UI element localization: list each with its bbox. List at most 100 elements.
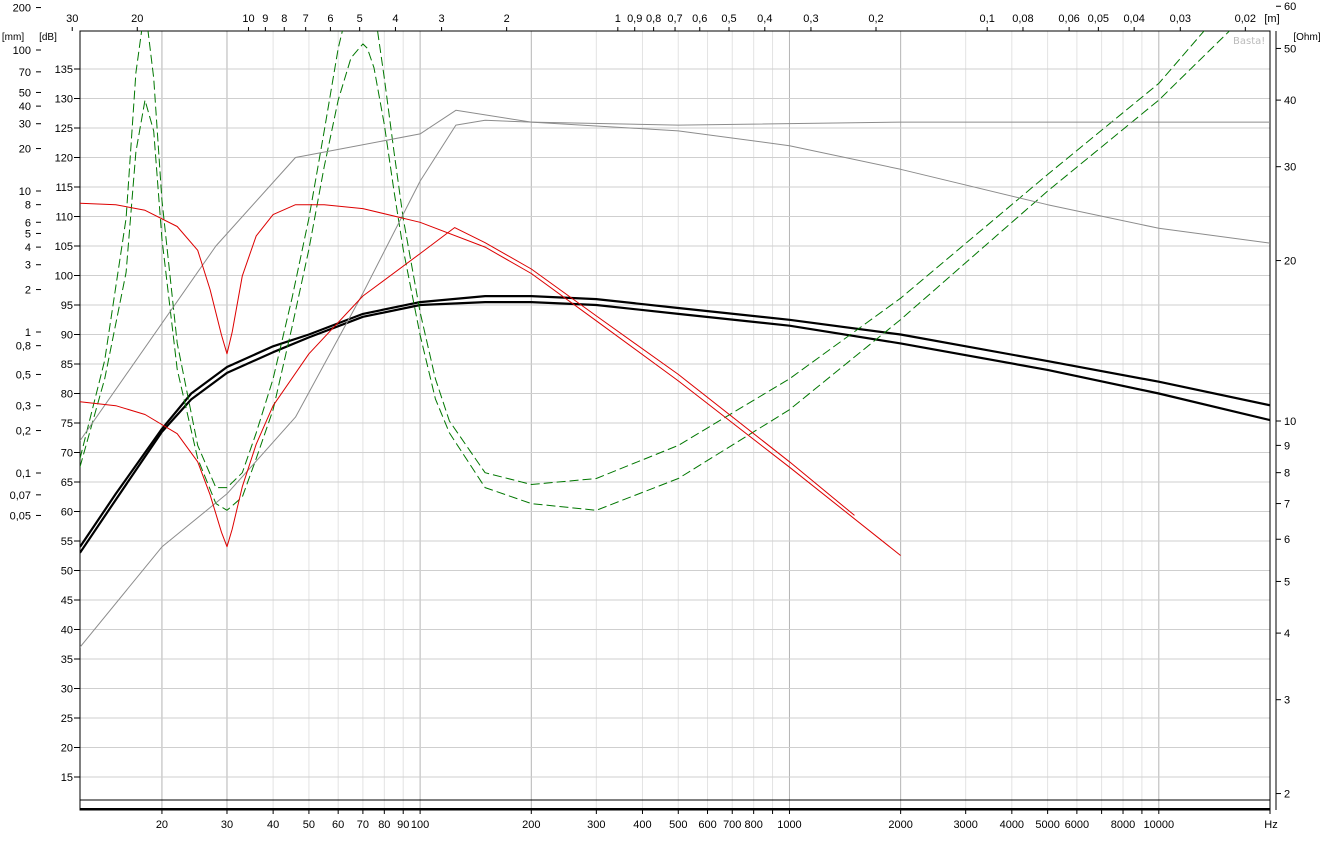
mm-tick-label: 1 bbox=[25, 327, 31, 339]
hz-tick-label: 80 bbox=[378, 819, 390, 831]
mm-tick-label: 5 bbox=[25, 228, 31, 240]
ohm-tick-label: 50 bbox=[1284, 43, 1296, 55]
mm-tick-label: 100 bbox=[13, 45, 31, 57]
hz-tick-label: 200 bbox=[522, 819, 540, 831]
m-tick-label: 0,04 bbox=[1123, 13, 1144, 25]
mm-tick-label: 0,2 bbox=[16, 426, 31, 438]
ohm-tick-label: 8 bbox=[1284, 468, 1290, 480]
db-tick-label: 105 bbox=[55, 241, 73, 253]
impedance-curve-4[interactable] bbox=[80, 0, 1270, 511]
ohm-tick-label: 4 bbox=[1284, 628, 1290, 640]
db-tick-label: 65 bbox=[61, 477, 73, 489]
ohm-tick-label: 60 bbox=[1284, 1, 1296, 13]
mm-tick-label: 0,07 bbox=[10, 490, 31, 502]
hz-tick-label: 2000 bbox=[888, 819, 912, 831]
db-tick-label: 45 bbox=[61, 595, 73, 607]
hz-tick-label: 4000 bbox=[1000, 819, 1024, 831]
wavelength-axis: 30 20 10 9 8 7 6 5 4 3 2 1 0,9 0,8 0,7 0,6 0,5 0,4 0,3 0,2 0… bbox=[66, 13, 1280, 31]
ohm-tick-label: 3 bbox=[1284, 695, 1290, 707]
m-tick-label: 0,1 bbox=[980, 13, 995, 25]
m-tick-label: 2 bbox=[504, 13, 510, 25]
m-tick-label: 10 bbox=[242, 13, 254, 25]
hz-tick-label: 20 bbox=[156, 819, 168, 831]
m-tick-label: 0,03 bbox=[1170, 13, 1191, 25]
mm-axis: [mm]500030002000100070050030020010070504… bbox=[2, 3, 41, 522]
db-tick-label: 70 bbox=[61, 448, 73, 460]
db-axis-unit: [dB] bbox=[39, 32, 57, 43]
ohm-tick-label: 9 bbox=[1284, 440, 1290, 452]
plot-area bbox=[80, 31, 1270, 810]
db-tick-label: 100 bbox=[55, 271, 73, 283]
hz-tick-label: 8000 bbox=[1111, 819, 1135, 831]
mm-tick-label: 20 bbox=[19, 144, 31, 156]
mm-tick-label: 2 bbox=[25, 285, 31, 297]
db-tick-label: 20 bbox=[61, 743, 73, 755]
ohm-tick-label: 30 bbox=[1284, 162, 1296, 174]
m-tick-label: 4 bbox=[392, 13, 398, 25]
m-tick-label: 3 bbox=[439, 13, 445, 25]
hz-tick-label: 50 bbox=[303, 819, 315, 831]
hz-tick-label: 400 bbox=[633, 819, 651, 831]
hz-tick-label: 1000 bbox=[777, 819, 801, 831]
m-tick-label: 0,4 bbox=[757, 13, 772, 25]
excursion-curve-8[interactable] bbox=[80, 227, 855, 548]
db-tick-label: 80 bbox=[61, 389, 73, 401]
m-tick-label: 8 bbox=[281, 13, 287, 25]
hz-tick-label: 10000 bbox=[1144, 819, 1175, 831]
m-tick-label: 0,05 bbox=[1088, 13, 1109, 25]
hz-tick-label: 3000 bbox=[953, 819, 977, 831]
db-tick-label: 115 bbox=[55, 182, 73, 194]
db-tick-label: 50 bbox=[61, 566, 73, 578]
m-tick-label: 0,08 bbox=[1012, 13, 1033, 25]
excursion-curve-7[interactable] bbox=[80, 202, 901, 556]
ohm-tick-label: 10 bbox=[1284, 416, 1296, 428]
db-tick-label: 60 bbox=[61, 507, 73, 519]
m-tick-label: 5 bbox=[357, 13, 363, 25]
hz-tick-label: 800 bbox=[744, 819, 762, 831]
spl-curve-1[interactable] bbox=[80, 295, 1270, 548]
m-tick-label: 0,3 bbox=[803, 13, 818, 25]
aux-curve-5[interactable] bbox=[80, 109, 1270, 441]
db-tick-label: 135 bbox=[55, 64, 73, 76]
mm-tick-label: 6 bbox=[25, 217, 31, 229]
spl-curve-2[interactable] bbox=[80, 301, 1270, 554]
m-tick-label: 0,06 bbox=[1058, 13, 1079, 25]
db-tick-label: 95 bbox=[61, 300, 73, 312]
mm-tick-label: 4 bbox=[25, 242, 31, 254]
m-tick-label: 0,2 bbox=[868, 13, 883, 25]
db-axis: [dB] 135 130 125 120 115 110 105 100 95 90 85 80 75 70… bbox=[39, 32, 80, 784]
m-tick-label: 9 bbox=[262, 13, 268, 25]
db-tick-label: 15 bbox=[61, 772, 73, 784]
hz-axis-unit: Hz bbox=[1264, 819, 1277, 831]
db-tick-label: 90 bbox=[61, 330, 73, 342]
db-tick-label: 25 bbox=[61, 713, 73, 725]
db-tick-label: 110 bbox=[55, 212, 73, 224]
mm-tick-label: 0,05 bbox=[10, 510, 31, 522]
grid bbox=[80, 31, 1271, 810]
db-tick-label: 120 bbox=[55, 153, 73, 165]
ohm-tick-label: 6 bbox=[1284, 534, 1290, 546]
m-tick-label: 1 bbox=[615, 13, 621, 25]
ohm-tick-label: 2 bbox=[1284, 789, 1290, 801]
aux-curve-6[interactable] bbox=[80, 119, 1270, 648]
hz-tick-label: 5000 bbox=[1035, 819, 1059, 831]
ohm-tick-label: 7 bbox=[1284, 499, 1290, 511]
mm-tick-label: 10 bbox=[19, 186, 31, 198]
mm-tick-label: 3 bbox=[25, 260, 31, 272]
m-tick-label: 0,9 bbox=[627, 13, 642, 25]
mm-tick-label: 0,8 bbox=[16, 341, 31, 353]
curves bbox=[80, 0, 1270, 648]
m-tick-label: 0,8 bbox=[646, 13, 661, 25]
mm-tick-label: 40 bbox=[19, 101, 31, 113]
hz-tick-label: 700 bbox=[723, 819, 741, 831]
watermark-text: Basta! bbox=[1233, 36, 1265, 47]
mm-tick-label: 70 bbox=[19, 67, 31, 79]
hz-tick-label: 600 bbox=[698, 819, 716, 831]
m-tick-label: 30 bbox=[66, 13, 78, 25]
ohm-axis: [Ohm]807060504030201098765432 bbox=[1276, 1, 1321, 801]
hz-tick-label: 300 bbox=[587, 819, 605, 831]
impedance-curve-3[interactable] bbox=[80, 0, 1270, 489]
db-tick-label: 35 bbox=[61, 654, 73, 666]
